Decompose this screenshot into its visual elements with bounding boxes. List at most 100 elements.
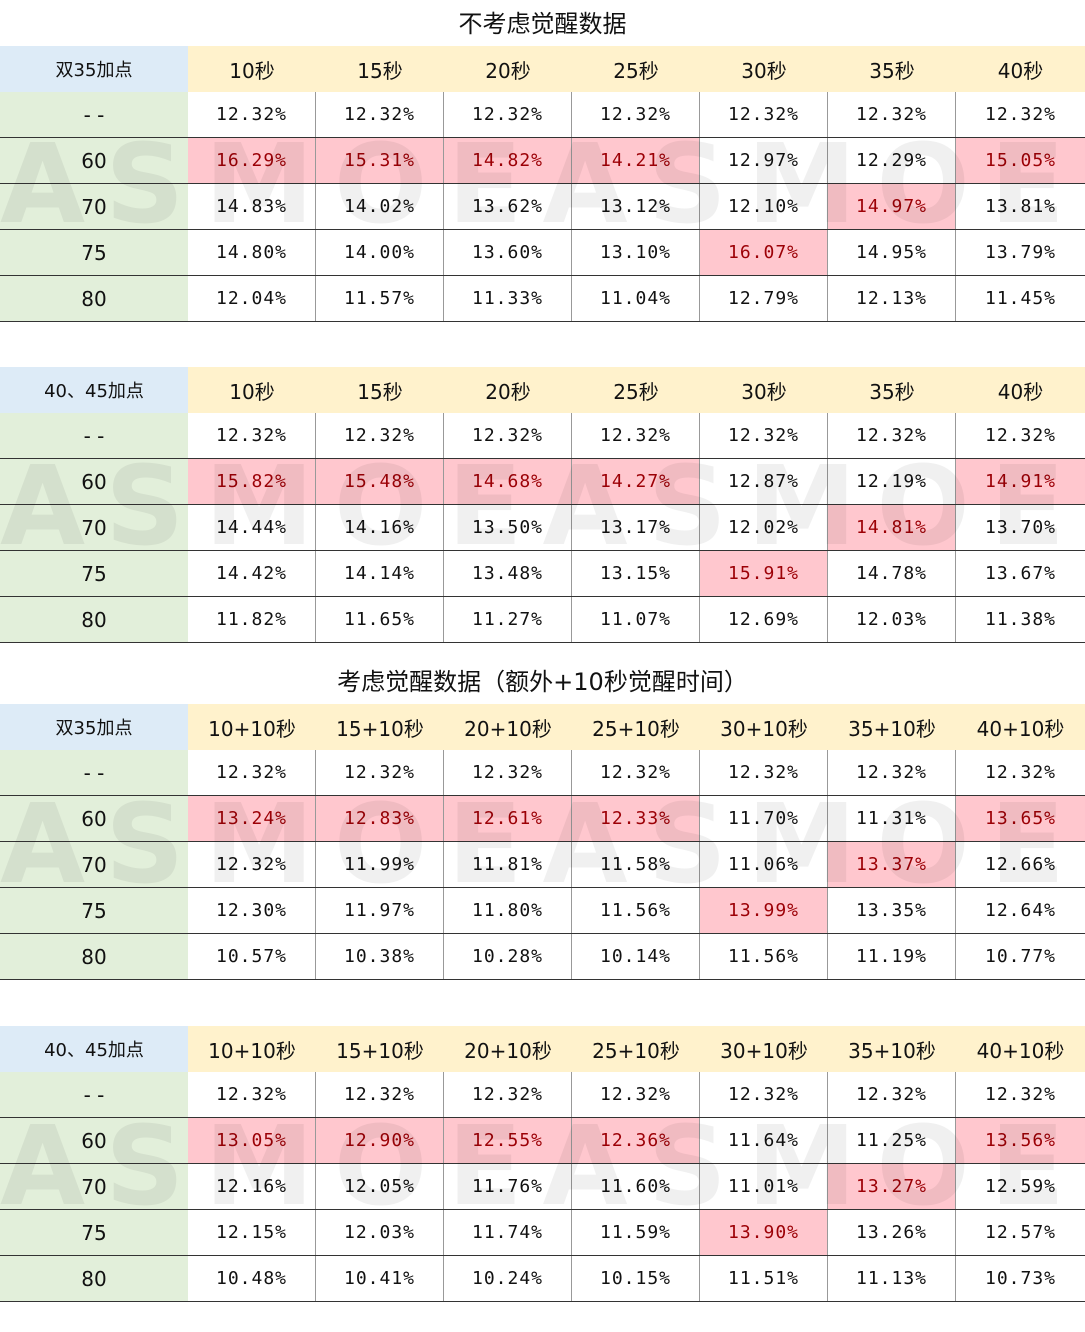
value-cell: 13.81%	[984, 196, 1057, 217]
value-cell: 12.32%	[572, 750, 700, 795]
value-cell: 11.81%	[444, 842, 572, 887]
value-cell: 12.32%	[444, 1072, 572, 1117]
table-row: - -12.32% 12.32% 12.32% 12.32% 12.32% 12.32% 1…	[0, 413, 1085, 459]
column-header: 30秒	[700, 46, 828, 92]
data-table-3: 双35加点 10+10秒 15+10秒 20+10秒 25+10秒 30+10秒 35+10…	[0, 704, 1085, 980]
table-row: 75 12.30% 11.97% 11.80% 11.56% 13.99% 13.35% 12…	[0, 888, 1085, 934]
value-cell: 10.77%	[984, 946, 1057, 967]
column-header: 35秒	[828, 367, 956, 413]
highlighted-value-cell: 14.21%	[572, 138, 700, 183]
value-cell: 14.83%	[188, 184, 316, 229]
highlighted-value-cell: 13.37%	[828, 842, 956, 887]
value-cell: 13.12%	[572, 184, 700, 229]
value-cell: 14.44%	[188, 505, 316, 550]
value-cell: 12.16%	[188, 1164, 316, 1209]
table-row: 80 12.04% 11.57% 11.33% 11.04% 12.79% 12.13% 11…	[0, 276, 1085, 322]
row-label: - -	[0, 750, 188, 795]
highlighted-value-cell: 15.05%	[956, 138, 1085, 183]
value-cell: 13.10%	[572, 230, 700, 275]
value-cell: 12.69%	[700, 597, 828, 642]
value-cell: 12.97%	[700, 138, 828, 183]
value-cell: 13.15%	[572, 551, 700, 596]
table-row: 70 12.32% 11.99% 11.81% 11.58% 11.06% 13.37% 12…	[0, 842, 1085, 888]
table-row: 60 16.29% 15.31% 14.82% 14.21% 12.97% 12.29% 15…	[0, 138, 1085, 184]
header-row: 40、45加点 10+10秒 15+10秒 20+10秒 25+10秒 30+10秒 35+…	[0, 1026, 1085, 1072]
column-header: 10秒	[188, 367, 316, 413]
value-cell: 12.32%	[188, 413, 316, 458]
highlighted-value-cell: 14.82%	[444, 138, 572, 183]
row-label: 75	[0, 888, 188, 933]
value-cell: 11.59%	[572, 1210, 700, 1255]
value-cell: 10.14%	[572, 934, 700, 979]
highlighted-value-cell: 15.48%	[316, 459, 444, 504]
table-row: 70 14.44% 14.16% 13.50% 13.17% 12.02% 14.81% 13…	[0, 505, 1085, 551]
value-cell: 12.87%	[700, 459, 828, 504]
value-cell: 13.79%	[984, 242, 1057, 263]
value-cell: 12.32%	[828, 1072, 956, 1117]
value-cell: 12.32%	[316, 413, 444, 458]
row-label: 75	[0, 551, 188, 596]
data-table-4: 40、45加点 10+10秒 15+10秒 20+10秒 25+10秒 30+10秒 35+…	[0, 1026, 1085, 1302]
value-cell: 12.32%	[700, 413, 828, 458]
value-cell: 11.45%	[984, 288, 1057, 309]
value-cell: 12.32%	[700, 92, 828, 137]
value-cell: 11.31%	[828, 796, 956, 841]
value-cell: 12.32%	[828, 750, 956, 795]
value-cell: 13.50%	[444, 505, 572, 550]
value-cell: 12.32%	[316, 1072, 444, 1117]
column-header: 35+10秒	[828, 704, 956, 750]
value-cell: 10.73%	[984, 1268, 1057, 1289]
value-cell: 11.82%	[188, 597, 316, 642]
table-row: 80 11.82% 11.65% 11.27% 11.07% 12.69% 12.03% 11…	[0, 597, 1085, 643]
column-header: 25秒	[572, 46, 700, 92]
value-cell: 10.57%	[188, 934, 316, 979]
value-cell: 11.99%	[316, 842, 444, 887]
highlighted-value-cell: 13.24%	[188, 796, 316, 841]
table-row: 80 10.57% 10.38% 10.28% 10.14% 11.56% 11.19% 10…	[0, 934, 1085, 980]
value-cell: 12.66%	[984, 854, 1057, 875]
value-cell: 11.56%	[700, 934, 828, 979]
value-cell: 12.59%	[984, 1176, 1057, 1197]
value-cell: 13.26%	[828, 1210, 956, 1255]
value-cell: 12.32%	[828, 92, 956, 137]
value-cell: 11.51%	[700, 1256, 828, 1301]
column-header: 25+10秒	[572, 704, 700, 750]
value-cell: 13.67%	[984, 563, 1057, 584]
value-cell: 13.17%	[572, 505, 700, 550]
column-header: 30+10秒	[700, 704, 828, 750]
highlighted-value-cell: 15.91%	[700, 551, 828, 596]
value-cell: 12.32%	[984, 104, 1057, 125]
value-cell: 12.13%	[828, 276, 956, 321]
value-cell: 11.74%	[444, 1210, 572, 1255]
value-cell: 14.95%	[828, 230, 956, 275]
value-cell: 11.76%	[444, 1164, 572, 1209]
value-cell: 11.70%	[700, 796, 828, 841]
column-header: 20+10秒	[444, 1026, 572, 1072]
highlighted-value-cell: 14.97%	[828, 184, 956, 229]
value-cell: 11.04%	[572, 276, 700, 321]
column-header: 15+10秒	[316, 704, 444, 750]
value-cell: 11.65%	[316, 597, 444, 642]
value-cell: 11.60%	[572, 1164, 700, 1209]
value-cell: 13.35%	[828, 888, 956, 933]
value-cell: 12.32%	[984, 1084, 1057, 1105]
value-cell: 12.03%	[828, 597, 956, 642]
table-row: 60 13.05% 12.90% 12.55% 12.36% 11.64% 11.25% 13…	[0, 1118, 1085, 1164]
value-cell: 10.48%	[188, 1256, 316, 1301]
highlighted-value-cell: 14.27%	[572, 459, 700, 504]
highlighted-value-cell: 13.65%	[956, 796, 1085, 841]
value-cell: 11.57%	[316, 276, 444, 321]
value-cell: 12.02%	[700, 505, 828, 550]
column-header: 10秒	[188, 46, 316, 92]
row-label: 80	[0, 934, 188, 979]
value-cell: 12.32%	[188, 842, 316, 887]
row-label: 60	[0, 1118, 188, 1163]
value-cell: 11.97%	[316, 888, 444, 933]
row-label: 70	[0, 184, 188, 229]
value-cell: 10.28%	[444, 934, 572, 979]
column-header: 30+10秒	[700, 1026, 828, 1072]
value-cell: 12.32%	[984, 762, 1057, 783]
value-cell: 12.29%	[828, 138, 956, 183]
highlighted-value-cell: 15.82%	[188, 459, 316, 504]
value-cell: 12.32%	[572, 413, 700, 458]
